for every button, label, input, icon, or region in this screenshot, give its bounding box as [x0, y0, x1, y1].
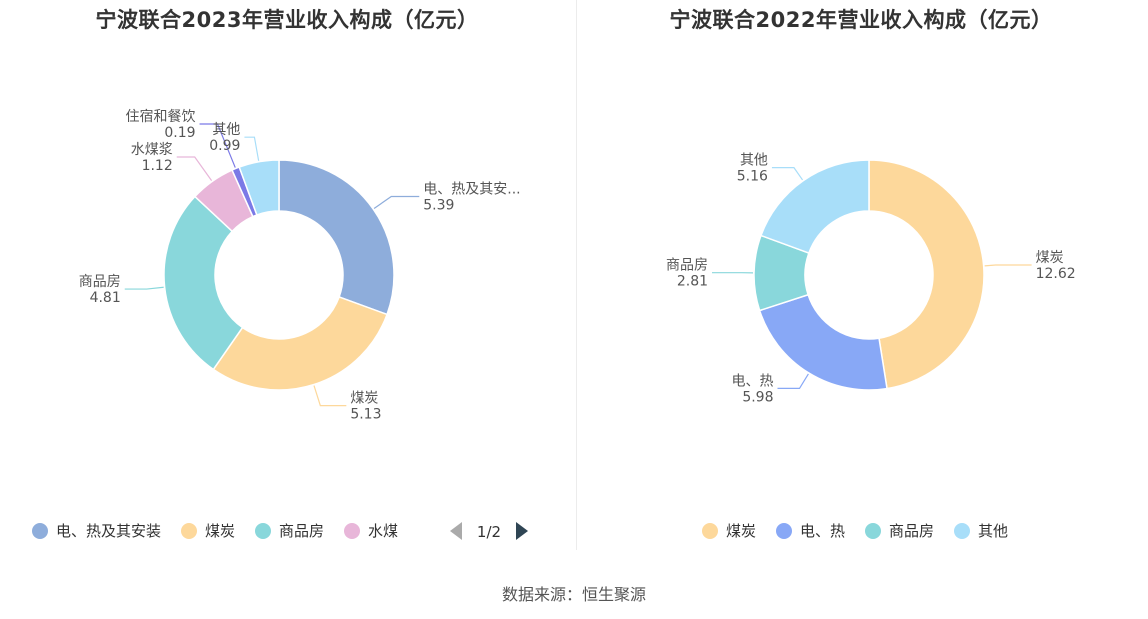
- legend-label-2: 商品房: [889, 522, 934, 540]
- data-source-note: 数据来源：恒生聚源: [501, 585, 646, 604]
- slice-label-1: 煤炭: [350, 391, 378, 407]
- slice-value-2: 4.81: [90, 290, 121, 306]
- legend: 煤炭 电、热 商品房 其他: [702, 522, 1008, 540]
- legend-marker-0: [702, 523, 718, 539]
- donut-slice-5[interactable]: [238, 159, 280, 216]
- legend-label-3: 其他: [978, 522, 1008, 540]
- slice-label-2: 商品房: [666, 258, 708, 274]
- chart-title: 宁波联合2023年营业收入构成（亿元）: [95, 8, 479, 32]
- donut-slice-2[interactable]: [163, 195, 244, 371]
- legend-item-3[interactable]: 其他: [954, 522, 1008, 540]
- legend-marker-1: [776, 523, 792, 539]
- legend-item-0[interactable]: 电、热及其安装: [32, 522, 161, 540]
- legend-item-1[interactable]: 电、热: [776, 522, 845, 540]
- legend-marker-3: [954, 523, 970, 539]
- legend-label-3: 水煤: [368, 522, 398, 540]
- leader-line-5: [244, 136, 260, 161]
- donut-slice-3[interactable]: [760, 159, 870, 254]
- legend-marker-3: [344, 523, 360, 539]
- leader-line-3: [176, 156, 213, 181]
- slice-value-1: 5.98: [742, 389, 773, 405]
- legend-item-2[interactable]: 商品房: [865, 522, 934, 540]
- legend-label-1: 煤炭: [205, 522, 235, 540]
- pager-text: 1/2: [477, 523, 501, 541]
- legend-marker-2: [255, 523, 271, 539]
- slice-value-4: 0.19: [164, 125, 195, 141]
- triangle-right-icon[interactable]: [516, 522, 528, 540]
- donut-slice-0[interactable]: [868, 159, 985, 390]
- legend-marker-2: [865, 523, 881, 539]
- legend: 电、热及其安装 煤炭 商品房 水煤: [32, 522, 398, 540]
- slice-value-5: 0.99: [209, 138, 240, 154]
- leader-line-2: [124, 286, 164, 290]
- slice-value-0: 12.62: [1036, 266, 1076, 282]
- label-layer: 电、热及其安...5.39煤炭5.13商品房4.81水煤浆1.12住宿和餐饮0.…: [79, 108, 521, 423]
- donut-slice-1[interactable]: [758, 293, 888, 391]
- chart-panel-2022: 宁波联合2022年营业收入构成（亿元） 煤炭 12.62 电、热 5.98 商品房 2.8…: [574, 0, 1148, 550]
- legend-pager: 1/2: [450, 522, 528, 541]
- legend-item-3[interactable]: 水煤: [344, 522, 398, 540]
- leader-line-0: [984, 264, 1032, 267]
- donut-chart-2023: 电、热及其安...5.39煤炭5.13商品房4.81水煤浆1.12住宿和餐饮0.…: [32, 108, 528, 541]
- legend-item-1[interactable]: 煤炭: [181, 522, 235, 540]
- slice-label-2: 商品房: [79, 274, 121, 290]
- legend-label-1: 电、热: [800, 522, 845, 540]
- panel-divider: [576, 0, 577, 550]
- slice-label-3: 其他: [740, 153, 768, 169]
- slice-value-3: 5.16: [737, 169, 768, 185]
- chart-title: 宁波联合2022年营业收入构成（亿元）: [669, 8, 1053, 32]
- legend-item-2[interactable]: 商品房: [255, 522, 324, 540]
- slice-label-3: 水煤浆: [131, 142, 173, 158]
- slice-value-1: 5.13: [350, 407, 381, 423]
- legend-item-0[interactable]: 煤炭: [702, 522, 756, 540]
- leader-line-4: [199, 123, 236, 168]
- leader-line-0: [373, 195, 420, 210]
- donut-slice-0[interactable]: [278, 159, 395, 316]
- leader-line-1: [313, 385, 347, 407]
- slice-value-2: 2.81: [677, 274, 708, 290]
- slice-label-0: 煤炭: [1036, 250, 1064, 266]
- legend-label-0: 煤炭: [726, 522, 756, 540]
- chart-panel-2023: 宁波联合2023年营业收入构成（亿元） 电、热及其安... 5.39 煤炭 5.13 商…: [0, 0, 574, 550]
- slice-label-0: 电、热及其安...: [423, 181, 520, 197]
- legend-marker-0: [32, 523, 48, 539]
- triangle-left-icon[interactable]: [450, 522, 462, 540]
- legend-label-0: 电、热及其安装: [56, 522, 161, 540]
- donut-slice-1[interactable]: [212, 295, 388, 391]
- slice-label-1: 电、热: [732, 373, 774, 389]
- slice-label-5: 其他: [212, 122, 240, 138]
- leader-line-1: [777, 373, 809, 389]
- leader-line-3: [771, 167, 804, 181]
- legend-marker-1: [181, 523, 197, 539]
- legend-label-2: 商品房: [279, 522, 324, 540]
- slice-value-3: 1.12: [142, 158, 173, 174]
- slice-value-0: 5.39: [423, 197, 454, 213]
- slice-label-4: 住宿和餐饮: [126, 108, 196, 125]
